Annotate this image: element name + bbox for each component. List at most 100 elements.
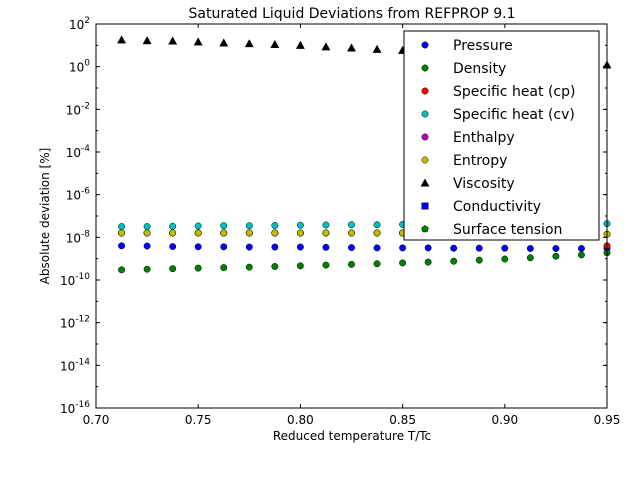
y-tick-label: 10-12	[60, 315, 90, 331]
data-point	[424, 258, 432, 266]
data-point	[271, 229, 279, 237]
data-point	[245, 222, 253, 230]
data-point	[578, 245, 585, 252]
data-point	[501, 255, 509, 263]
data-point	[348, 244, 355, 252]
data-point	[270, 39, 280, 48]
data-point	[348, 221, 355, 229]
legend-marker	[421, 110, 429, 118]
x-tick-label: 0.90	[491, 413, 518, 427]
data-point	[118, 266, 126, 274]
data-point	[220, 229, 228, 237]
x-tick-label: 0.85	[389, 413, 416, 427]
y-tick-label: 102	[69, 16, 90, 32]
data-point	[271, 222, 279, 229]
y-axis-label: Absolute deviation [%]	[38, 148, 52, 285]
legend-box	[403, 30, 600, 241]
data-point	[168, 36, 178, 45]
data-point	[244, 39, 254, 48]
data-point	[117, 35, 127, 44]
data-point	[194, 264, 202, 272]
data-point	[118, 229, 126, 237]
data-point	[372, 44, 382, 53]
data-point	[169, 243, 177, 250]
data-point	[373, 229, 381, 237]
data-point	[296, 262, 304, 270]
legend-label: Viscosity	[453, 176, 515, 192]
legend-label: Density	[453, 61, 506, 77]
data-point	[169, 222, 177, 230]
data-point	[399, 259, 407, 267]
legend-label: Specific heat (cv)	[453, 107, 575, 123]
legend-marker	[421, 87, 429, 95]
data-point	[322, 243, 330, 251]
data-point	[296, 229, 304, 237]
data-point	[295, 40, 305, 49]
data-point	[271, 243, 279, 251]
data-point	[501, 244, 509, 252]
y-tick-label: 10-10	[60, 272, 90, 288]
y-tick-label: 100	[69, 59, 90, 75]
data-point	[399, 244, 407, 252]
data-point	[552, 245, 560, 252]
data-point	[143, 229, 151, 237]
data-point	[169, 229, 177, 237]
data-point	[271, 263, 279, 270]
data-point	[450, 257, 458, 265]
data-point	[578, 251, 585, 259]
legend-marker	[421, 156, 429, 164]
data-point	[220, 243, 228, 251]
legend: Pressure Density Specific heat (cp) Specifi…	[403, 30, 600, 241]
y-tick-label: 10-6	[66, 187, 91, 203]
data-point	[526, 254, 534, 262]
data-point	[296, 243, 304, 251]
legend-label: Conductivity	[453, 199, 541, 215]
y-tick-label: 10-8	[66, 229, 91, 245]
data-point	[193, 37, 203, 46]
x-tick-label: 0.95	[594, 413, 621, 427]
data-point	[322, 221, 330, 229]
legend-marker	[420, 178, 430, 187]
data-point	[220, 264, 228, 272]
legend-marker	[421, 133, 429, 141]
data-point	[526, 245, 534, 252]
data-point	[348, 260, 355, 268]
y-tick-label: 10-14	[60, 357, 90, 373]
data-point	[169, 265, 177, 273]
data-point	[245, 229, 253, 237]
x-tick-label: 0.75	[185, 413, 212, 427]
data-point	[296, 221, 304, 229]
data-point	[322, 261, 330, 269]
y-axis: 102 100 10-2 10-4 10-6 10-8 10-10 10-12 10-14 10-…	[60, 16, 607, 416]
legend-marker	[421, 202, 429, 210]
data-point	[220, 222, 228, 230]
data-point	[346, 43, 357, 52]
y-tick-label: 10-16	[60, 400, 90, 416]
data-point	[219, 38, 229, 47]
legend-label: Enthalpy	[453, 130, 515, 146]
data-point	[373, 260, 381, 268]
data-point	[245, 263, 253, 271]
data-point	[143, 265, 151, 273]
data-point	[194, 243, 202, 251]
data-point	[118, 242, 126, 250]
data-point	[143, 223, 151, 231]
data-point	[450, 244, 458, 252]
legend-label: Surface tension	[453, 222, 562, 238]
data-point	[322, 229, 330, 237]
data-point	[245, 243, 253, 251]
data-point	[348, 229, 355, 237]
data-point	[373, 244, 381, 252]
data-point	[321, 42, 331, 51]
data-point	[194, 222, 202, 230]
series-density	[118, 249, 611, 274]
x-tick-label: 0.70	[83, 413, 110, 427]
x-axis: 0.70 0.75 0.80 0.85 0.90 0.95	[83, 24, 621, 427]
data-point	[373, 221, 381, 229]
data-point	[475, 244, 483, 252]
legend-label: Specific heat (cp)	[453, 84, 575, 100]
data-point	[143, 242, 151, 250]
data-point	[194, 229, 202, 237]
y-tick-label: 10-2	[66, 101, 90, 117]
legend-marker	[421, 64, 429, 72]
